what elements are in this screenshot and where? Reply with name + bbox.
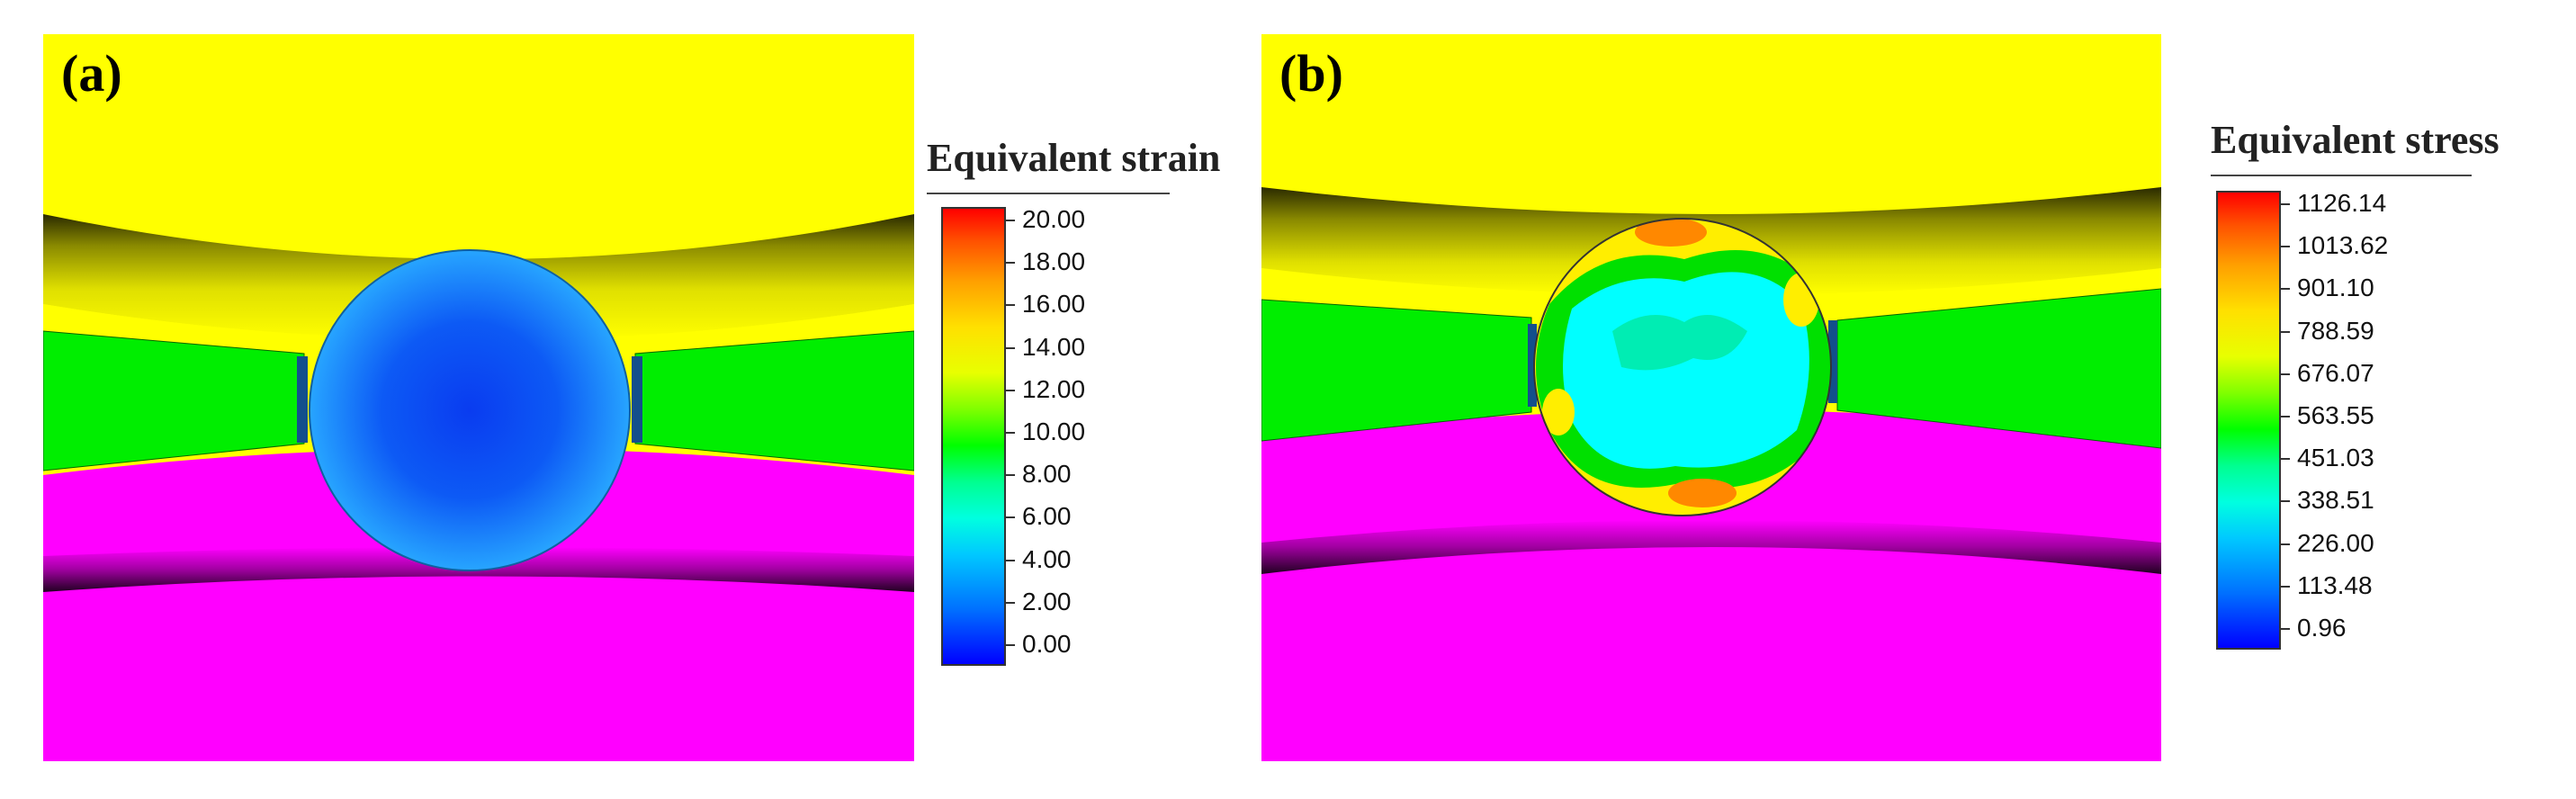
colorbar-tick-label: 788.59 [2297,316,2374,345]
colorbar-tick-mark [1004,601,1015,604]
colorbar-tick-mark [2279,458,2290,461]
panel-a-contour-plot [43,34,914,761]
colorbar-tick-label: 338.51 [2297,486,2374,515]
panel-a: (a) [43,34,914,761]
colorbar-tick-label: 18.00 [1022,247,1086,276]
colorbar-tick-label: 10.00 [1022,417,1086,445]
colorbar-tick-mark [2279,330,2290,333]
colorbar-tick-label: 0.96 [2297,614,2347,642]
colorbar-tick-mark [2279,543,2290,545]
ball [309,249,631,571]
colorbar-tick-mark [2279,246,2290,248]
colorbar-tick-label: 563.55 [2297,401,2374,429]
legend-equivalent-strain: Equivalent strain 20.00 18.00 16.00 14.00 12… [927,135,1260,675]
panel-b-contour-plot [1261,34,2161,761]
colorbar-tick-label: 6.00 [1022,502,1072,531]
colorbar-tick-mark [1004,559,1015,561]
cage-right [1836,288,2161,449]
colorbar-tick-label: 1126.14 [2297,189,2387,217]
colorbar-tick-label: 20.00 [1022,205,1086,233]
colorbar-tick-label: 14.00 [1022,332,1086,361]
legend-title-rule [927,193,1170,194]
colorbar-tick-label: 4.00 [1022,544,1072,573]
legend-title-rule [2211,175,2472,176]
colorbar-tick-label: 676.07 [2297,358,2374,387]
colorbar-tick-label: 113.48 [2297,570,2373,599]
colorbar-tick-mark [2279,203,2290,205]
ball-stress-contours [1534,219,1831,516]
colorbar-tick-mark [1004,262,1015,265]
cage-pocket-right [1828,320,1837,403]
colorbar-tick-label: 16.00 [1022,290,1086,319]
colorbar-tick-label: 901.10 [2297,274,2374,302]
cage-pocket-right [632,356,642,443]
cage-right [634,330,914,471]
colorbar-tick-label: 451.03 [2297,444,2374,472]
panel-b-label: (b) [1279,44,1343,103]
colorbar-tick-mark [1004,220,1015,221]
inner-raceway-shading [1261,520,2161,574]
legend-equivalent-stress: Equivalent stress 1126.14 1013.62 901.10 78… [2211,117,2571,675]
colorbar-tick-mark [1004,304,1015,307]
inner-ring [43,448,914,761]
ball [1533,218,1832,516]
colorbar-tick-mark [1004,389,1015,391]
colorbar-tick-mark [2279,585,2290,588]
colorbar-tick-mark [1004,516,1015,519]
colorbar-tick-label: 0.00 [1022,630,1072,658]
legend-title: Equivalent strain [927,136,1221,180]
colorbar-tick-mark [1004,346,1015,349]
colorbar-tick-label: 12.00 [1022,374,1086,403]
colorbar-tick-mark [1004,644,1015,646]
cage-pocket-left [1528,324,1537,407]
colorbar-tick-mark [2279,500,2290,503]
colorbar-tick-mark [2279,288,2290,291]
colorbar-tick-label: 226.00 [2297,528,2374,557]
colorbar-tick-label: 2.00 [1022,587,1072,615]
cage-left [1261,299,1532,442]
colorbar-tick-mark [1004,474,1015,477]
panel-b: (b) [1261,34,2161,761]
colorbar-tick-mark [2279,416,2290,417]
colorbar-tick-mark [2279,628,2290,630]
cage-pocket-left [297,356,308,443]
inner-ring [1261,409,2161,761]
colorbar-tick-mark [2279,373,2290,375]
colorbar-tick-label: 8.00 [1022,460,1072,489]
colorbar [941,207,1006,666]
colorbar-tick-label: 1013.62 [2297,231,2389,260]
cage-left [43,330,305,471]
legend-title: Equivalent stress [2211,118,2500,162]
colorbar [2216,191,2281,650]
colorbar-tick-mark [1004,432,1015,434]
panel-a-label: (a) [61,44,122,103]
